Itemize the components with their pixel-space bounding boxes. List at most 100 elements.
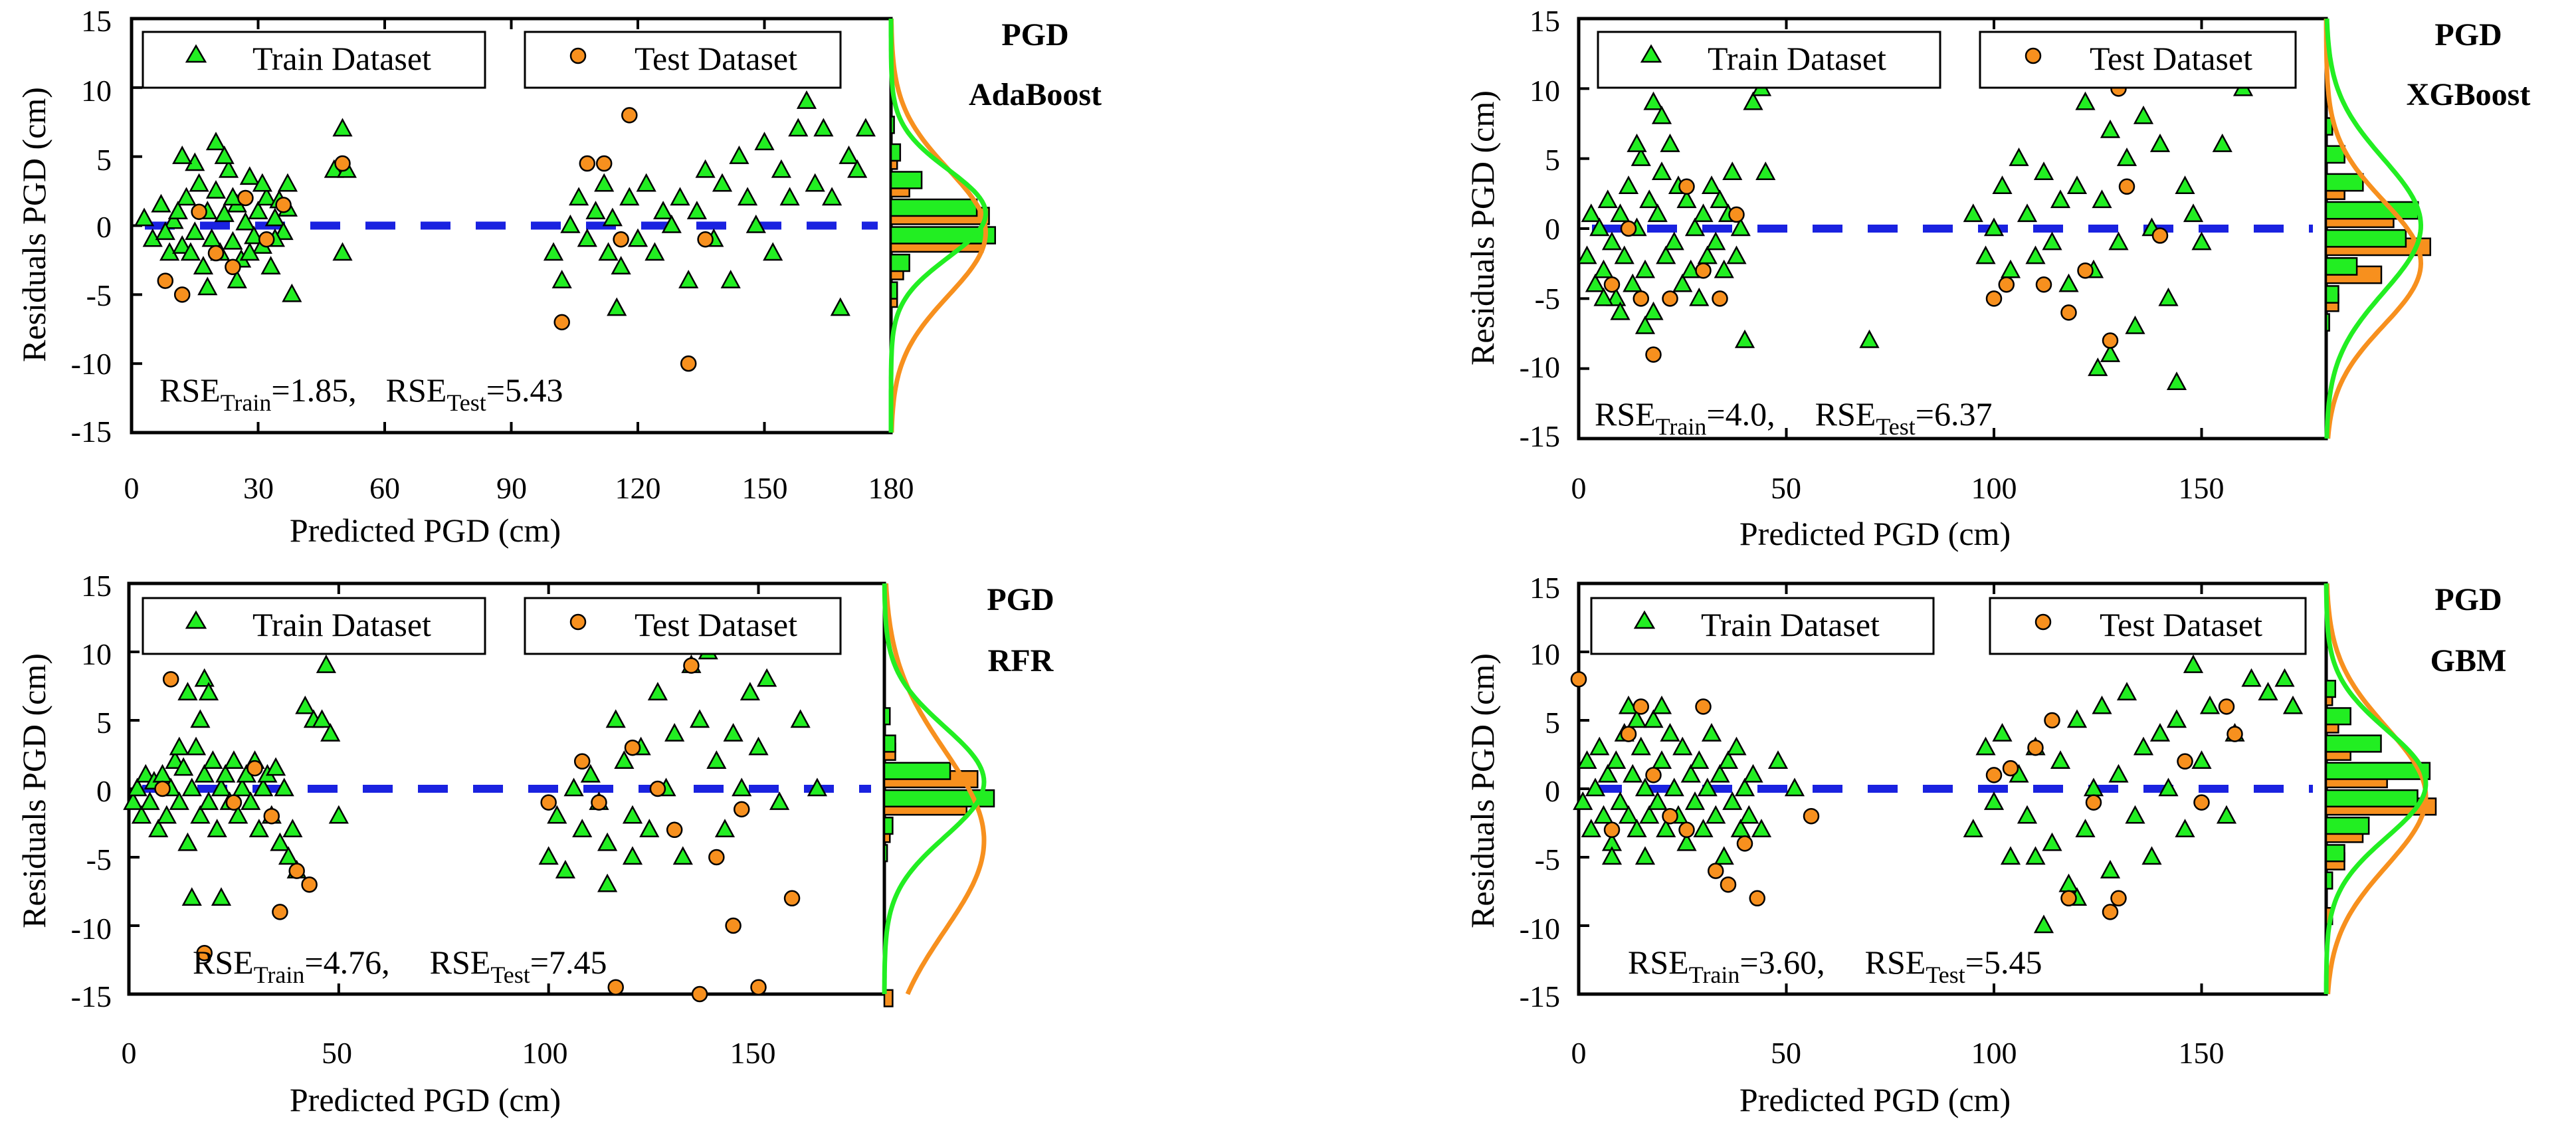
- train-point: [165, 750, 185, 770]
- train-point: [543, 242, 564, 261]
- train-point: [1701, 175, 1722, 195]
- test-point: [1620, 726, 1637, 742]
- model-label-line-2: XGBoost: [2407, 77, 2531, 112]
- train-point: [312, 709, 332, 728]
- train-point: [332, 118, 353, 137]
- train-point: [248, 201, 268, 219]
- test-point: [258, 231, 275, 248]
- train-point: [1631, 148, 1651, 166]
- train-point: [678, 269, 699, 288]
- fit-curve-test: [2324, 583, 2428, 995]
- train-point: [1859, 329, 1880, 348]
- test-point: [225, 794, 243, 811]
- test-point: [725, 917, 742, 934]
- train-point: [223, 231, 243, 250]
- train-point: [855, 118, 876, 137]
- test-point: [1662, 807, 1678, 825]
- train-point: [1618, 695, 1639, 714]
- train-point: [1975, 736, 1996, 756]
- train-point: [1726, 736, 1747, 756]
- train-point: [274, 777, 294, 797]
- legend-label-test: Test Dataset: [635, 606, 797, 643]
- test-point: [173, 286, 191, 303]
- train-point: [607, 297, 627, 316]
- train-point: [1963, 819, 1983, 838]
- fit-curve-train: [882, 583, 987, 994]
- ytick-label: 15: [1530, 4, 1560, 38]
- train-point: [1734, 777, 1755, 797]
- train-point: [169, 736, 189, 756]
- test-point: [154, 780, 171, 797]
- xtick-label: 100: [1971, 471, 2017, 505]
- test-point: [649, 780, 666, 797]
- train-point: [771, 159, 791, 178]
- xtick-label: 180: [868, 471, 914, 505]
- train-point: [185, 736, 207, 756]
- fit-curve-test: [889, 19, 989, 433]
- train-point: [1693, 203, 1714, 223]
- train-point: [256, 187, 277, 206]
- train-point: [320, 722, 341, 742]
- fit-curve-test: [884, 583, 987, 995]
- train-point: [712, 173, 733, 192]
- train-point: [1701, 722, 1722, 742]
- rse-test-prefix: RSE: [430, 944, 491, 981]
- train-point: [260, 256, 281, 275]
- test-point: [191, 203, 207, 220]
- train-point: [1975, 245, 1996, 264]
- legend-marker-test: [569, 47, 587, 64]
- train-point: [653, 201, 674, 219]
- train-point: [2050, 189, 2071, 209]
- histogram-bar-train: [890, 281, 898, 300]
- ytick-label: 5: [96, 143, 112, 177]
- train-point: [1593, 805, 1614, 824]
- train-point: [1593, 287, 1614, 306]
- train-point: [551, 269, 572, 288]
- train-point: [2066, 175, 2088, 195]
- test-point: [2027, 739, 2044, 756]
- train-point: [177, 832, 198, 851]
- train-point: [1606, 750, 1627, 770]
- train-point: [560, 214, 581, 233]
- train-point: [597, 832, 618, 851]
- train-point: [194, 764, 215, 783]
- train-point: [639, 819, 660, 838]
- train-point: [2092, 695, 2112, 714]
- rse-annotation: RSETrain=4.0, RSETest=6.37: [1595, 395, 1992, 440]
- train-point: [2000, 259, 2021, 278]
- train-point: [1743, 91, 1763, 110]
- test-point: [157, 272, 174, 289]
- train-point: [1610, 203, 1631, 223]
- legend: Train Dataset Test Dataset: [1597, 31, 2297, 89]
- train-point: [1627, 819, 1647, 838]
- train-point: [622, 805, 643, 824]
- test-point: [288, 863, 305, 879]
- test-point: [607, 979, 624, 995]
- train-point: [140, 791, 160, 810]
- train-point: [1597, 189, 1618, 209]
- train-point: [769, 791, 790, 810]
- y-axis-title: Residuals PGD (cm): [1464, 653, 1501, 928]
- panel-gbm: 15 10 5 0 -5 -10 -15 0 50 100 150 Predic…: [1464, 571, 2506, 1118]
- train-point: [1706, 805, 1726, 824]
- train-point: [1680, 259, 1701, 278]
- train-point: [597, 873, 618, 892]
- train-point: [2175, 175, 2195, 195]
- train-point: [223, 750, 245, 770]
- train-point: [614, 750, 635, 770]
- train-point: [720, 269, 741, 288]
- legend-marker-test: [2025, 47, 2042, 64]
- train-point: [252, 173, 272, 192]
- train-point: [1963, 203, 1983, 223]
- histogram-bar-train: [2325, 680, 2336, 698]
- train-point: [714, 819, 736, 838]
- train-point: [1651, 695, 1672, 714]
- test-point: [1645, 767, 1662, 783]
- train-point: [1585, 777, 1606, 797]
- xtick-label: 100: [1971, 1036, 2017, 1070]
- train-point: [1714, 259, 1734, 278]
- train-point: [1660, 722, 1680, 742]
- train-point: [2133, 105, 2154, 124]
- test-point: [2193, 794, 2210, 811]
- train-point: [2216, 805, 2237, 824]
